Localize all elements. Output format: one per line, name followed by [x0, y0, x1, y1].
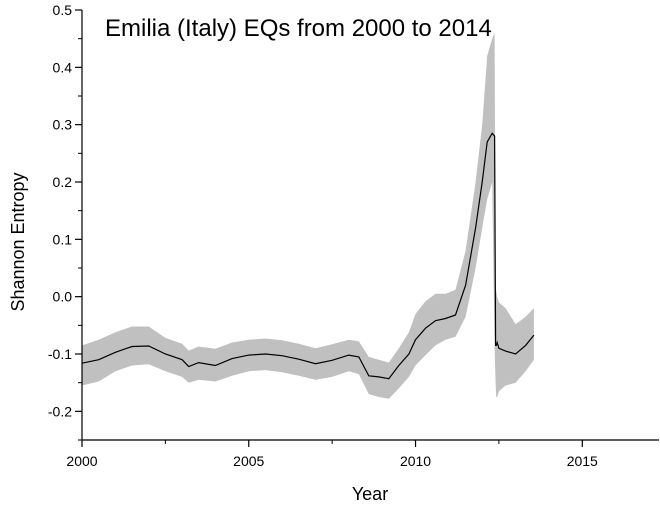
y-tick-label: -0.1: [48, 346, 72, 362]
y-tick-label: 0.5: [53, 2, 73, 18]
y-tick-label: -0.2: [48, 403, 72, 419]
y-tick-label: 0.4: [53, 59, 73, 75]
x-tick-label: 2000: [66, 453, 97, 469]
y-tick-label: 0.2: [53, 174, 73, 190]
y-axis-label: Shannon Entropy: [8, 172, 28, 311]
x-tick-label: 2015: [567, 453, 598, 469]
entropy-series-line: [81, 132, 535, 380]
y-tick-label: 0.1: [53, 231, 73, 247]
plot-band-layer: [82, 32, 534, 399]
x-axis-label: Year: [352, 484, 388, 504]
confidence-band: [82, 32, 534, 399]
x-tick-label: 2010: [400, 453, 431, 469]
axes: 2000 2005 2010 2015 -0.2 -0.1 0.0 0.1 0.2 0.3 0.4 0…: [48, 2, 659, 469]
x-tick-label: 2005: [233, 453, 264, 469]
y-tick-label: 0.0: [53, 289, 73, 305]
y-tick-label: 0.3: [53, 117, 73, 133]
chart-title: Emilia (Italy) EQs from 2000 to 2014: [105, 15, 492, 42]
plot-line-layer: [81, 132, 535, 380]
